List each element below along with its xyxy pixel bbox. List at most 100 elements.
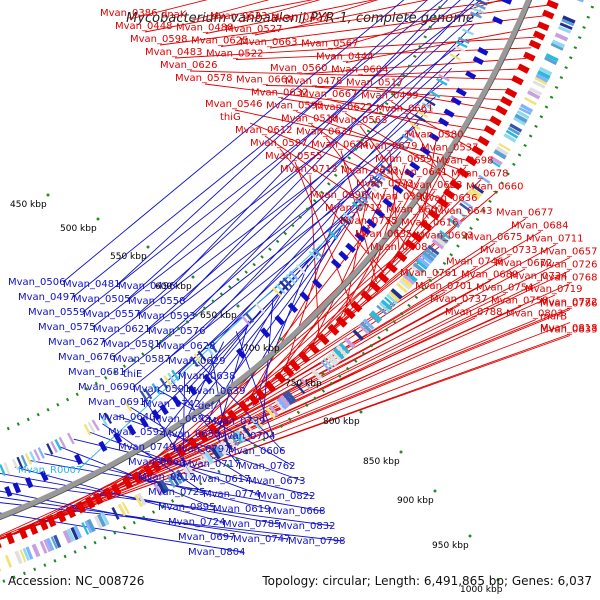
forward-gene-label[interactable]: Mvan_0518 — [281, 114, 338, 125]
reverse-gene-label[interactable]: Mvan_0576 — [148, 326, 205, 337]
reverse-gene-label[interactable]: Mvan_0655 — [163, 429, 220, 440]
forward-gene-label[interactable]: Mvan_0624 — [311, 140, 368, 151]
forward-gene-label[interactable]: Mvan_0726 — [540, 260, 597, 271]
forward-gene-label[interactable]: Mvan_0555 — [265, 151, 322, 162]
forward-gene-label[interactable]: Mvan_0478 — [285, 76, 342, 87]
forward-gene-label[interactable]: Mvan_0636 — [420, 193, 477, 204]
reverse-gene-label[interactable]: Mvan_0697 — [178, 532, 235, 543]
reverse-gene-label[interactable]: Mvan_0497 — [18, 292, 75, 303]
forward-gene-label[interactable]: Mvan_0595 — [266, 101, 323, 112]
forward-gene-label[interactable]: Mvan_0672 — [495, 258, 552, 269]
forward-gene-label[interactable]: Mvan_0598 — [130, 34, 187, 45]
reverse-gene-label[interactable]: Mvan_0668 — [268, 506, 325, 517]
forward-gene-label[interactable]: Mvan_0733 — [480, 245, 537, 256]
forward-gene-label[interactable]: Mvan_0679 — [360, 141, 417, 152]
reverse-gene-label[interactable]: Mvan_0774 — [203, 489, 260, 500]
reverse-gene-label[interactable]: Mvan_0559 — [28, 307, 85, 318]
forward-gene-label[interactable]: Mvan_0635 — [355, 229, 412, 240]
reverse-gene-label[interactable]: Mvan_0481 — [63, 279, 120, 290]
reverse-gene-label[interactable]: Mvan_0895 — [158, 502, 215, 513]
reverse-gene-label[interactable]: Mvan_0804 — [188, 547, 245, 558]
reverse-gene-label[interactable]: Mvan_0606 — [228, 446, 285, 457]
forward-gene-label[interactable]: Mvan_0616 — [401, 218, 458, 229]
reverse-gene-label[interactable]: Mvan_0558 — [128, 296, 185, 307]
forward-gene-label[interactable]: Mvan_0560 — [270, 63, 327, 74]
forward-gene-label[interactable]: Mvan_0637 — [296, 127, 353, 138]
reverse-gene-label[interactable]: Mvan_0639 — [188, 386, 245, 397]
forward-gene-label[interactable]: Mvan_0684 — [511, 221, 568, 232]
forward-gene-label[interactable]: Mvan_0663 — [240, 37, 297, 48]
forward-gene-label[interactable]: Mvan_0818 — [540, 323, 597, 334]
forward-gene-label[interactable]: Mvan_0657 — [540, 247, 597, 258]
forward-gene-label[interactable]: Mvan_0786 — [540, 299, 597, 310]
forward-gene-label[interactable]: Mvan_0772 — [540, 297, 597, 308]
reverse-gene-label[interactable]: Mvan_0749 — [118, 442, 175, 453]
forward-gene-label[interactable]: Mvan_0573 — [356, 179, 413, 190]
reverse-gene-label[interactable]: Mvan_0575 — [38, 322, 95, 333]
reverse-gene-label[interactable]: Mvan_0724 — [168, 517, 225, 528]
forward-gene-label[interactable]: Mvan_0613 — [341, 166, 398, 177]
forward-gene-label[interactable]: Mvan_0693 — [416, 231, 473, 242]
reverse-gene-label[interactable]: Mvan_0822 — [258, 491, 315, 502]
forward-gene-label[interactable]: Mvan_0444 — [316, 52, 373, 63]
reverse-gene-label[interactable]: Mvan_0742 — [143, 399, 200, 410]
forward-gene-label[interactable]: Mvan_0625 — [191, 36, 248, 47]
forward-gene-label[interactable]: murB — [540, 312, 567, 323]
forward-gene-label[interactable]: Mvan_0622 — [315, 102, 372, 113]
forward-gene-label[interactable]: Mvan_0719 — [525, 284, 582, 295]
reverse-gene-label[interactable]: Mvan_0591 — [133, 384, 190, 395]
forward-gene-label[interactable]: Mvan_0734 — [510, 271, 567, 282]
forward-gene-label[interactable]: Mvan_0708 — [370, 242, 427, 253]
reverse-gene-label[interactable]: Mvan_0496 — [118, 281, 175, 292]
forward-gene-label[interactable]: Mvan_0833 — [540, 325, 597, 336]
reverse-gene-label[interactable]: def — [198, 401, 215, 412]
reverse-gene-label[interactable]: Mvan_0812 — [138, 472, 195, 483]
forward-gene-label[interactable]: Mvan_0527 — [225, 24, 282, 35]
forward-gene-label[interactable]: Mvan_0580 — [406, 130, 463, 141]
forward-gene-label[interactable]: Mvan_0662 — [236, 75, 293, 86]
reverse-gene-label[interactable]: Mvan_0747 — [233, 534, 290, 545]
forward-gene-label[interactable]: Mvan_0678 — [451, 169, 508, 180]
reverse-gene-label[interactable]: Mvan_0676 — [58, 352, 115, 363]
reverse-gene-label[interactable]: Mvan_0832 — [278, 521, 335, 532]
forward-gene-label[interactable]: Mvan_0677 — [496, 208, 553, 219]
forward-gene-label[interactable]: Mvan_0713 — [280, 164, 337, 175]
reverse-gene-label[interactable]: Mvan_0593 — [138, 311, 195, 322]
forward-gene-label[interactable]: Mvan_0607 — [386, 205, 443, 216]
reverse-gene-label[interactable]: Mvan_0627 — [48, 337, 105, 348]
forward-gene-label[interactable]: Mvan_0632 — [251, 88, 308, 99]
forward-gene-label[interactable]: Mvan_0488 — [176, 23, 233, 34]
forward-gene-label[interactable]: Mvan_0483 — [145, 47, 202, 58]
forward-gene-label[interactable]: Mvan_0737 — [430, 294, 487, 305]
forward-gene-label[interactable]: Mvan_0660 — [466, 182, 523, 193]
forward-gene-label[interactable]: Mvan_0448 — [115, 21, 172, 32]
forward-gene-label[interactable]: Mvan_0578 — [175, 73, 232, 84]
forward-gene-label[interactable]: Mvan_0659 — [375, 154, 432, 165]
reverse-gene-label[interactable]: Mvan_0581 — [103, 339, 160, 350]
forward-gene-label[interactable]: Mvan_0768 — [540, 273, 597, 284]
forward-gene-label[interactable]: Mvan_0754 — [476, 283, 533, 294]
forward-gene-label[interactable]: Mvan_0517 — [346, 78, 403, 89]
reverse-gene-label[interactable]: Mvan_0691 — [88, 397, 145, 408]
forward-gene-label[interactable]: Mvan_0675 — [465, 232, 522, 243]
reverse-gene-label[interactable]: Mvan_0557 — [83, 309, 140, 320]
forward-gene-label[interactable]: Mvan_0698 — [436, 156, 493, 167]
forward-gene-label[interactable]: Mvan_0746 — [446, 257, 503, 268]
reverse-gene-label[interactable]: Mvan_0619 — [213, 504, 270, 515]
forward-gene-label[interactable]: Mvan_0641 — [390, 167, 447, 178]
reverse-gene-label[interactable]: Mvan_0592 — [108, 427, 165, 438]
forward-gene-label[interactable]: Mvan_0689 — [461, 270, 518, 281]
forward-gene-label[interactable]: Mvan_0788 — [445, 307, 502, 318]
reverse-gene-label[interactable]: Mvan_0717 — [183, 459, 240, 470]
forward-gene-label[interactable]: Mvan_0661 — [376, 104, 433, 115]
reverse-gene-label[interactable]: Mvan_0704 — [218, 431, 275, 442]
forward-gene-label[interactable]: Mvan_0696 — [310, 190, 367, 201]
forward-gene-label[interactable]: Mvan_0499 — [361, 91, 418, 102]
rna-gene-label[interactable]: Mvan_R0007 — [18, 465, 82, 476]
forward-gene-label[interactable]: Mvan_0386 — [100, 8, 157, 19]
reverse-gene-label[interactable]: Mvan_0725 — [148, 487, 205, 498]
reverse-gene-label[interactable]: Mvan_0664 — [128, 457, 185, 468]
reverse-gene-label[interactable]: Mvan_0629 — [168, 356, 225, 367]
reverse-gene-label[interactable]: Mvan_0681 — [68, 367, 125, 378]
forward-gene-label[interactable]: dnaK — [161, 10, 187, 21]
